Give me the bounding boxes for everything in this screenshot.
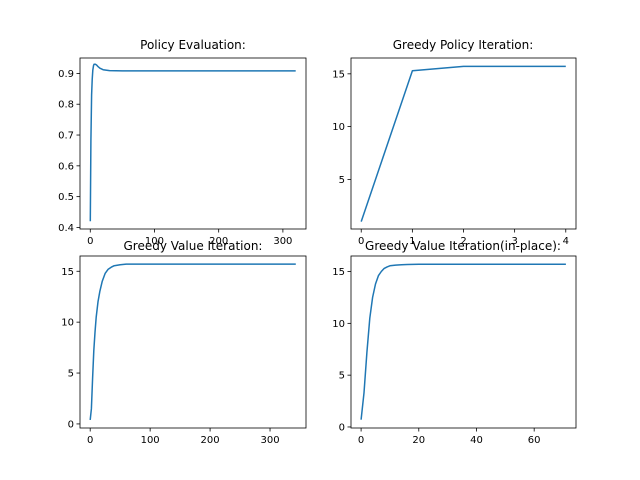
subplot-title: Greedy Policy Iteration: <box>393 38 534 52</box>
series-line <box>89 63 296 222</box>
plot-area: 0 1 2 3 4 5 10 15 <box>332 65 569 247</box>
x-tick-label: 100 <box>141 435 160 446</box>
y-tick-label: 15 <box>61 267 74 278</box>
y-tick-label: 10 <box>332 319 345 330</box>
x-tick-label: 0 <box>358 435 364 446</box>
subplot-greedy-policy-iteration: Greedy Policy Iteration: 0 1 2 3 4 5 10 15 <box>332 38 577 247</box>
x-tick-label: 2 <box>460 236 466 247</box>
plot-area: 0 100 200 300 0.4 0.5 0.6 0.7 0.8 0.9 <box>58 63 296 247</box>
y-tick-label: 0.5 <box>58 192 74 203</box>
x-tick-label: 200 <box>209 236 228 247</box>
subplot-title: Greedy Value Iteration(in-place): <box>365 239 561 253</box>
x-tick-label: 3 <box>511 236 517 247</box>
subplot-greedy-value-iteration-in-place: Greedy Value Iteration(in-place): 0 20 40 6… <box>332 239 577 446</box>
y-tick-label: 0.4 <box>58 223 74 234</box>
y-tick-label: 5 <box>68 369 74 380</box>
series-line <box>89 263 296 420</box>
y-tick-label: 0.6 <box>58 161 74 172</box>
series-line <box>360 65 566 222</box>
subplot-title: Greedy Value Iteration: <box>124 239 263 253</box>
y-tick-label: 10 <box>61 318 74 329</box>
y-tick-label: 15 <box>332 267 345 278</box>
x-tick-label: 300 <box>260 435 279 446</box>
subplot-greedy-value-iteration: Greedy Value Iteration: 0 100 200 300 0 5 10 15 <box>61 239 307 446</box>
axes-frame <box>79 255 307 429</box>
y-tick-label: 10 <box>332 122 345 133</box>
x-tick-label: 300 <box>273 236 292 247</box>
series-line <box>360 263 566 420</box>
x-tick-label: 100 <box>145 236 164 247</box>
x-tick-label: 0 <box>87 236 93 247</box>
plot-area: 0 20 40 60 0 5 10 15 <box>332 263 566 446</box>
y-tick-label: 5 <box>339 175 345 186</box>
axes-frame <box>350 255 577 429</box>
x-tick-label: 200 <box>201 435 220 446</box>
y-tick-label: 15 <box>332 69 345 80</box>
y-tick-label: 0.7 <box>58 131 74 142</box>
y-tick-label: 0.9 <box>58 69 74 80</box>
x-tick-label: 4 <box>563 236 569 247</box>
x-tick-label: 60 <box>528 435 541 446</box>
y-tick-label: 0 <box>68 419 74 430</box>
x-tick-label: 0 <box>358 236 364 247</box>
y-tick-label: 0 <box>339 422 345 433</box>
axes-frame <box>350 57 577 230</box>
x-tick-label: 1 <box>409 236 415 247</box>
x-tick-label: 0 <box>87 435 93 446</box>
subplot-title: Policy Evaluation: <box>140 38 246 52</box>
y-tick-label: 0.8 <box>58 100 74 111</box>
x-tick-label: 20 <box>412 435 425 446</box>
axes-frame <box>79 57 307 230</box>
plot-area: 0 100 200 300 0 5 10 15 <box>61 263 296 446</box>
x-tick-label: 40 <box>470 435 483 446</box>
subplot-policy-evaluation: Policy Evaluation: 0 100 200 300 0.4 0.5 0.6 0.… <box>58 38 307 247</box>
y-tick-label: 5 <box>339 371 345 382</box>
